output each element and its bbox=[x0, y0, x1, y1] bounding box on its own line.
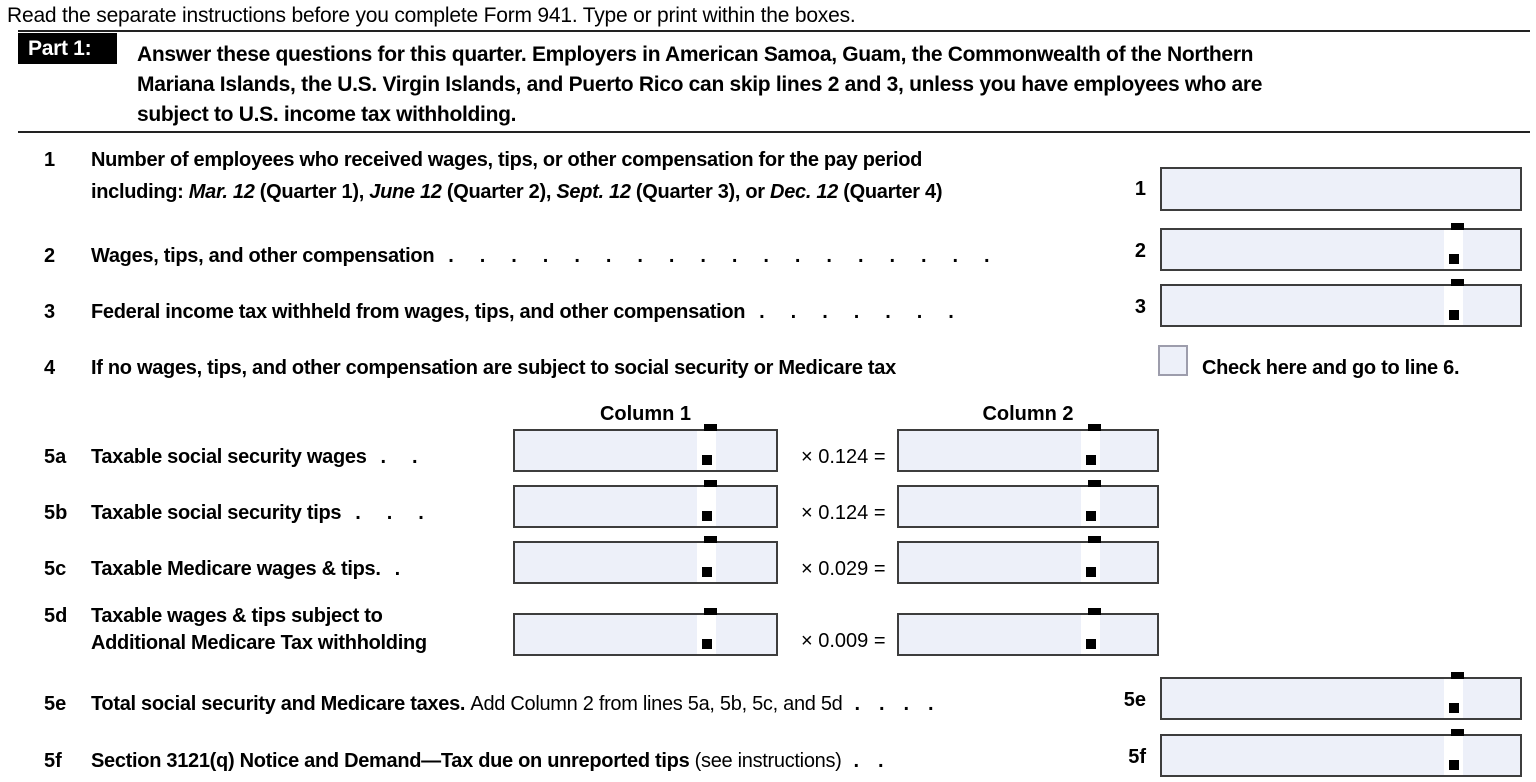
line5a-multiplier: × 0.124 = bbox=[801, 446, 886, 468]
line3-number: 3 bbox=[44, 301, 56, 323]
line5d-number: 5d bbox=[44, 605, 68, 627]
decimal-point-marker bbox=[1449, 254, 1459, 264]
line1-box-label: 1 bbox=[1134, 178, 1146, 200]
line3-amount-field[interactable] bbox=[1160, 279, 1522, 327]
line2-dot-leader: . . . . . . . . . . . . . . . . . . bbox=[448, 245, 990, 267]
cents-tick-mark bbox=[1451, 729, 1464, 736]
cents-tick-mark bbox=[1088, 536, 1101, 543]
line5b-column1-field[interactable] bbox=[513, 480, 778, 528]
decimal-point-marker bbox=[702, 567, 712, 577]
cents-tick-mark bbox=[1451, 223, 1464, 230]
part1-heading: Answer these questions for this quarter.… bbox=[137, 40, 1262, 130]
decimal-point-marker bbox=[702, 511, 712, 521]
line5b-text: Taxable social security tips. . . bbox=[91, 502, 424, 524]
line5c-number: 5c bbox=[44, 558, 67, 580]
part1-heading-line1: Answer these questions for this quarter.… bbox=[137, 43, 1254, 66]
cents-tick-mark bbox=[1451, 279, 1464, 286]
line5a-text: Taxable social security wages. . bbox=[91, 446, 418, 468]
cents-tick-mark bbox=[1088, 480, 1101, 487]
line1-text-line1: Number of employees who received wages, … bbox=[91, 149, 923, 171]
line3-dot-leader: . . . . . . . bbox=[759, 301, 954, 323]
line1-number: 1 bbox=[44, 149, 56, 171]
cents-tick-mark bbox=[704, 608, 717, 615]
line5a-column1-field[interactable] bbox=[513, 424, 778, 472]
line5c-column2-field[interactable] bbox=[897, 536, 1159, 584]
line5d-column2-field[interactable] bbox=[897, 608, 1159, 656]
line3-text: Federal income tax withheld from wages, … bbox=[91, 301, 954, 323]
column2-header: Column 2 bbox=[982, 403, 1074, 425]
line5c-multiplier: × 0.029 = bbox=[801, 558, 886, 580]
decimal-point-marker bbox=[702, 455, 712, 465]
cents-tick-mark bbox=[1088, 608, 1101, 615]
part1-heading-line2: Mariana Islands, the U.S. Virgin Islands… bbox=[137, 73, 1263, 96]
decimal-point-marker bbox=[1086, 455, 1096, 465]
line5a-number: 5a bbox=[44, 446, 67, 468]
cents-tick-mark bbox=[1451, 672, 1464, 679]
line5f-dot-leader: . . bbox=[853, 750, 884, 772]
line4-text: If no wages, tips, and other compensatio… bbox=[91, 357, 896, 379]
line5c-dot-leader: . bbox=[394, 558, 401, 580]
cents-tick-mark bbox=[1088, 424, 1101, 431]
decimal-point-marker bbox=[1449, 703, 1459, 713]
top-instruction-text: Read the separate instructions before yo… bbox=[7, 4, 856, 27]
top-divider-rule bbox=[18, 30, 1530, 32]
part1-label: Part 1: bbox=[18, 33, 117, 64]
line5c-text: Taxable Medicare wages & tips.. bbox=[91, 558, 401, 580]
line5e-text: Total social security and Medicare taxes… bbox=[91, 693, 934, 715]
line2-number: 2 bbox=[44, 245, 56, 267]
line5f-box-label: 5f bbox=[1128, 746, 1146, 768]
line2-text: Wages, tips, and other compensation. . .… bbox=[91, 245, 990, 267]
line5e-number: 5e bbox=[44, 693, 67, 715]
line5f-text: Section 3121(q) Notice and Demand—Tax du… bbox=[91, 750, 884, 772]
cents-tick-mark bbox=[704, 536, 717, 543]
line3-box-label: 3 bbox=[1134, 296, 1146, 318]
decimal-point-marker bbox=[1449, 310, 1459, 320]
line5f-number: 5f bbox=[44, 750, 62, 772]
decimal-point-marker bbox=[1086, 639, 1096, 649]
decimal-point-marker bbox=[1086, 567, 1096, 577]
line5d-text-line1: Taxable wages & tips subject to bbox=[91, 605, 383, 627]
line4-checkbox-label: Check here and go to line 6. bbox=[1202, 357, 1460, 379]
part1-heading-line3: subject to U.S. income tax withholding. bbox=[137, 103, 517, 126]
cents-tick-mark bbox=[704, 424, 717, 431]
line2-amount-field[interactable] bbox=[1160, 223, 1522, 271]
line5a-column2-field[interactable] bbox=[897, 424, 1159, 472]
line5e-dot-leader: . . . . bbox=[854, 693, 934, 715]
line5d-column1-field[interactable] bbox=[513, 608, 778, 656]
line1-text-line2: including: Mar. 12 (Quarter 1), June 12 … bbox=[91, 181, 943, 203]
line5b-column2-field[interactable] bbox=[897, 480, 1159, 528]
part1-divider-rule bbox=[18, 131, 1530, 133]
column1-header: Column 1 bbox=[599, 403, 692, 425]
cents-tick-mark bbox=[704, 480, 717, 487]
line5f-amount-field[interactable] bbox=[1160, 729, 1522, 777]
line5a-dot-leader: . . bbox=[380, 446, 418, 468]
decimal-point-marker bbox=[1086, 511, 1096, 521]
line2-box-label: 2 bbox=[1134, 240, 1146, 262]
line5e-amount-field[interactable] bbox=[1160, 672, 1522, 720]
line5d-multiplier: × 0.009 = bbox=[801, 630, 886, 652]
line5d-text-line2: Additional Medicare Tax withholding bbox=[91, 632, 427, 654]
line5e-box-label: 5e bbox=[1123, 689, 1146, 711]
decimal-point-marker bbox=[702, 639, 712, 649]
line5b-number: 5b bbox=[44, 502, 68, 524]
line4-number: 4 bbox=[44, 357, 56, 379]
line4-checkbox[interactable] bbox=[1158, 345, 1188, 376]
line1-employees-field[interactable] bbox=[1160, 167, 1522, 211]
line5b-multiplier: × 0.124 = bbox=[801, 502, 886, 524]
decimal-point-marker bbox=[1449, 760, 1459, 770]
line5b-dot-leader: . . . bbox=[355, 502, 424, 524]
line5c-column1-field[interactable] bbox=[513, 536, 778, 584]
